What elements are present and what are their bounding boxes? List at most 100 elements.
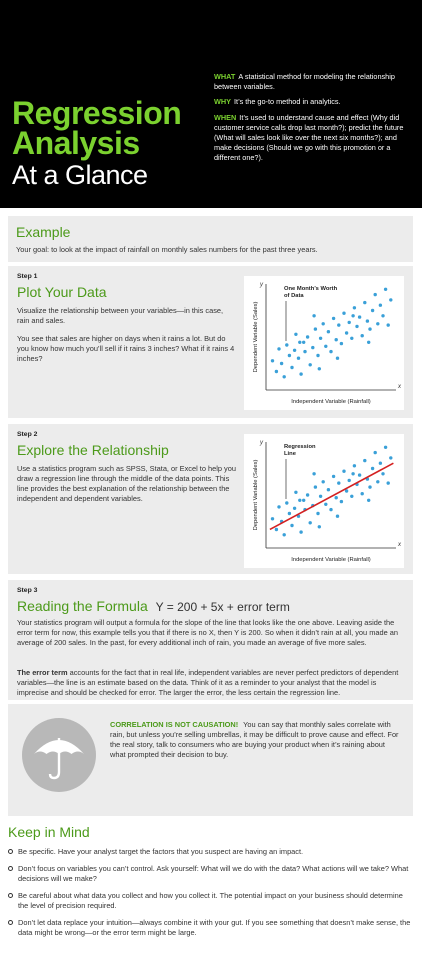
step-3-paragraph-2: The error term accounts for the fact tha… [17, 668, 409, 698]
data-point [302, 340, 306, 344]
data-point [317, 367, 321, 371]
data-point [335, 356, 340, 360]
step-1-heading: Plot Your Data [17, 284, 107, 300]
list-item-text: Be careful about what data you collect a… [18, 891, 403, 910]
step-1-section: Step 1 Plot Your Data Visualize the rela… [8, 266, 413, 418]
data-point [270, 359, 275, 363]
step-3-paragraph-1: Your statistics program will output a fo… [17, 618, 398, 647]
data-point [350, 494, 354, 498]
header-definitions: WHAT A statistical method for modeling th… [214, 72, 414, 169]
step-2-section: Step 2 Explore the Relationship Use a st… [8, 424, 413, 574]
data-point [334, 496, 338, 500]
keep-in-mind-list: Be specific. Have your analyst target th… [8, 847, 413, 938]
correlation-text: You can say that monthly sales correlate… [110, 720, 399, 759]
regression-formula: Y = 200 + 5x + error term [155, 600, 290, 614]
what-text: A statistical method for modeling the re… [214, 72, 395, 92]
step-1-paragraph-2: You see that sales are higher on days wh… [17, 334, 235, 363]
data-point [335, 514, 340, 518]
data-point [383, 287, 388, 291]
x-axis-label: Independent Variable (Rainfall) [291, 399, 371, 405]
data-point [355, 324, 359, 329]
step-2-heading: Explore the Relationship [17, 442, 169, 458]
step-1-paragraph-1: Visualize the relationship between your … [17, 306, 224, 325]
bullet-circle-icon [8, 920, 13, 925]
when-definition: WHEN It’s used to understand cause and ef… [214, 113, 414, 164]
data-point [351, 314, 355, 318]
chart-annotation: Regression Line [284, 444, 316, 457]
bullet-circle-icon [8, 866, 13, 871]
data-point [277, 505, 281, 509]
keep-in-mind-section: Keep in Mind Be specific. Have your anal… [8, 824, 413, 945]
data-point [381, 314, 385, 318]
x-axis-letter: x [397, 384, 402, 390]
data-point [363, 458, 367, 463]
data-point [365, 319, 370, 323]
data-point [294, 490, 298, 494]
data-point [317, 525, 321, 529]
chart-1-box: y x One Month’s Worth of Data Independent Va… [244, 276, 404, 410]
data-point [287, 353, 292, 358]
data-point [386, 481, 390, 485]
data-point [329, 507, 333, 512]
correlation-text-block: CORRELATION IS NOT CAUSATION! You can sa… [110, 720, 402, 760]
data-point [373, 292, 377, 297]
y-axis-letter: y [259, 440, 264, 446]
data-point [367, 498, 371, 502]
why-text: It’s the go-to method in analytics. [234, 97, 341, 107]
step-1-label: Step 1 [17, 273, 38, 280]
keep-in-mind-heading: Keep in Mind [8, 824, 90, 840]
data-point [342, 469, 346, 473]
data-point [337, 481, 341, 485]
list-item: Don’t focus on variables you can’t contr… [8, 864, 413, 884]
step-3-heading: Reading the Formula [17, 598, 148, 614]
example-section: Example Your goal: to look at the impact… [8, 216, 413, 262]
data-point [316, 353, 320, 358]
data-point [389, 298, 393, 302]
what-definition: WHAT A statistical method for modeling th… [214, 72, 414, 92]
data-point [305, 493, 310, 497]
data-point [367, 340, 371, 344]
chart-annotation: One Month’s Worth of Data [284, 286, 338, 299]
data-point [277, 347, 281, 351]
data-point [326, 488, 331, 492]
example-text: Your goal: to look at the impact of rain… [16, 245, 318, 254]
data-point [311, 345, 315, 350]
page-title: Regression Analysis At a Glance [12, 97, 182, 192]
data-point [305, 335, 310, 339]
data-point [351, 472, 355, 476]
correlation-label: CORRELATION IS NOT CAUSATION! [110, 720, 239, 729]
data-point [331, 316, 336, 321]
step-3-heading-row: Reading the Formula Y = 200 + 5x + error… [17, 598, 290, 614]
what-label: WHAT [214, 72, 236, 81]
step-2-paragraph-1: Use a statistics program such as SPSS, S… [17, 464, 236, 503]
why-definition: WHY It’s the go-to method in analytics. [214, 97, 414, 107]
correlation-callout: CORRELATION IS NOT CAUSATION! You can sa… [8, 704, 413, 816]
data-point [381, 472, 385, 476]
data-point [312, 314, 316, 318]
data-point [296, 356, 301, 360]
data-point [373, 450, 377, 455]
data-point [378, 461, 383, 465]
data-point [316, 511, 320, 516]
data-point [294, 332, 298, 336]
data-point [274, 527, 279, 532]
data-point [285, 343, 289, 347]
x-axis-label: Independent Variable (Rainfall) [291, 557, 371, 563]
example-heading: Example [16, 224, 71, 240]
data-point [303, 349, 307, 354]
data-point [383, 445, 388, 449]
data-point [347, 320, 351, 325]
data-point [352, 306, 357, 310]
umbrella-icon [34, 738, 84, 780]
data-point [344, 331, 349, 335]
data-point [357, 315, 362, 319]
step-2-body: Use a statistics program such as SPSS, S… [17, 464, 237, 512]
data-point [302, 498, 306, 502]
data-point [329, 349, 333, 354]
when-label: WHEN [214, 112, 237, 122]
data-point [308, 521, 312, 525]
data-point [334, 338, 338, 342]
data-point [318, 494, 323, 498]
step-3-section: Step 3 Reading the Formula Y = 200 + 5x … [8, 580, 413, 700]
y-axis-label: Dependent Variable (Sales) [253, 460, 259, 531]
